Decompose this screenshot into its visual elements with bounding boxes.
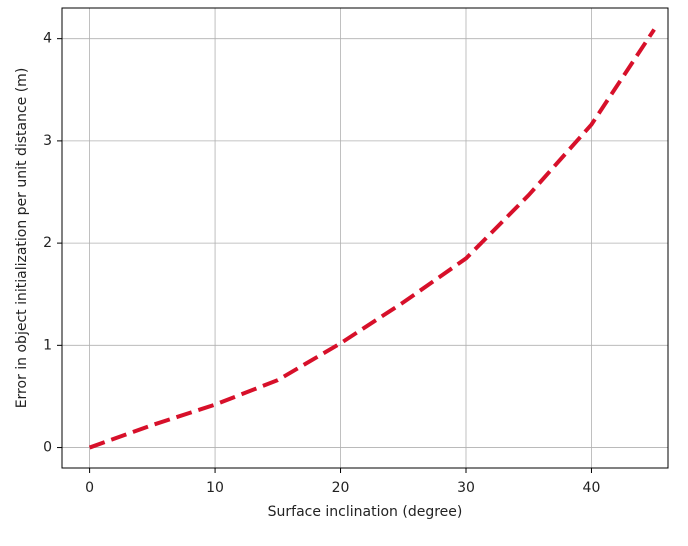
x-tick-label: 0 — [85, 480, 94, 496]
y-tick-label: 2 — [43, 235, 52, 251]
y-tick-label: 3 — [43, 133, 52, 149]
x-tick-label: 20 — [332, 480, 350, 496]
x-tick-label: 10 — [206, 480, 224, 496]
y-tick-label: 0 — [43, 440, 52, 456]
plot-frame — [61, 7, 669, 469]
y-axis-label: Error in object initialization per unit … — [14, 68, 30, 409]
y-tick-label: 4 — [43, 31, 52, 47]
x-tick-label: 30 — [457, 480, 475, 496]
x-tick-label: 40 — [583, 480, 601, 496]
data-line — [88, 28, 656, 450]
x-axis-label: Surface inclination (degree) — [268, 504, 463, 520]
y-tick-label: 1 — [43, 337, 52, 353]
